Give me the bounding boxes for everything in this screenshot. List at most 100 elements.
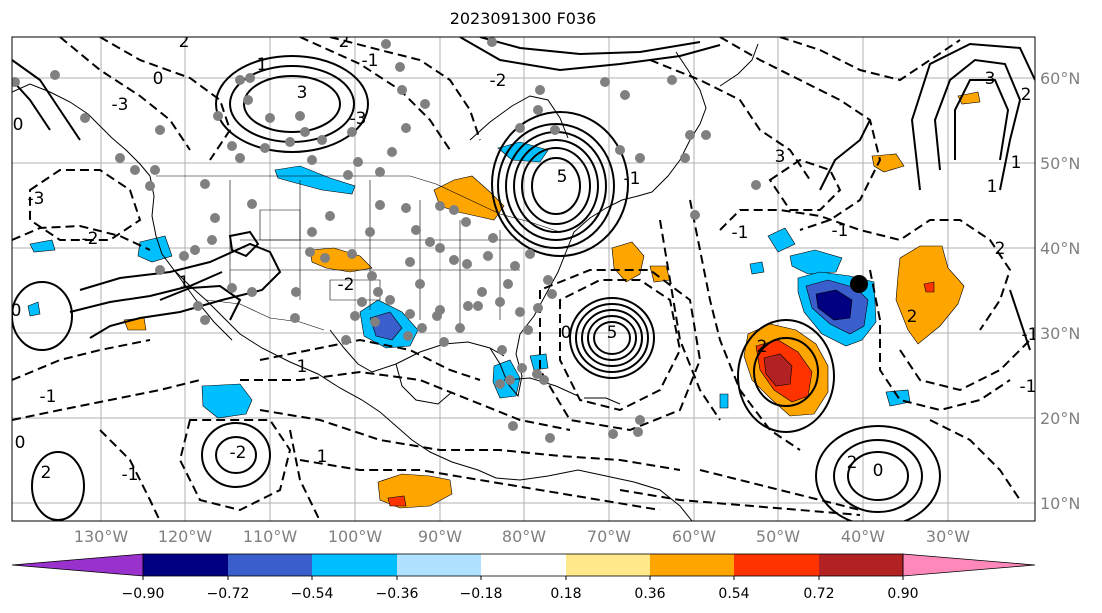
neg-area-atlantic-n	[767, 227, 796, 253]
station-dots	[12, 37, 761, 443]
pos-area-central-us	[309, 247, 373, 273]
contour-pacific-sw	[31, 451, 85, 521]
station-dot	[633, 427, 643, 437]
station-dot	[307, 155, 317, 165]
contour-neg-pacific-5	[99, 429, 161, 521]
contour-label: 2	[1021, 85, 1032, 105]
colorbar-tick-label: −0.72	[207, 586, 250, 602]
coastline-yucatan	[395, 363, 453, 405]
contour-pacific-w	[12, 281, 73, 351]
lon-label: 100°W	[328, 527, 383, 546]
contour-neg-atlantic-6	[899, 339, 1031, 392]
coastline-gulf	[329, 329, 505, 373]
contour-low-canada-1	[521, 147, 591, 225]
station-dot	[535, 85, 545, 95]
contour-neg-gulf-1	[259, 338, 481, 381]
station-dot	[375, 167, 385, 177]
station-dot	[462, 259, 472, 269]
colorbar-segment-6	[566, 554, 650, 576]
station-dot	[200, 315, 210, 325]
neg-area-atlantic-sm2	[719, 393, 729, 409]
contour-label: -3	[112, 95, 129, 115]
station-dot	[547, 289, 557, 299]
station-dot	[600, 77, 610, 87]
station-dot	[420, 99, 430, 109]
colorbar-segment-8	[734, 554, 819, 576]
border-states-2	[329, 279, 381, 301]
station-dot	[461, 217, 471, 227]
lon-label: 90°W	[418, 527, 462, 546]
station-dot	[525, 249, 535, 259]
coastline-south-america	[495, 469, 693, 521]
contour-neg-atlantic-2	[719, 209, 1012, 331]
lat-label: 30°N	[1040, 324, 1080, 343]
station-dot	[193, 301, 203, 311]
station-dot	[401, 203, 411, 213]
station-dot	[291, 287, 301, 297]
pos-area-atlantic-nw2	[649, 265, 671, 283]
station-dot	[497, 345, 507, 355]
contour-hurricane-3	[575, 303, 649, 373]
colorbar-tick-label: 0.36	[634, 586, 665, 602]
station-dot	[347, 249, 357, 259]
contours-positive	[12, 37, 1035, 521]
contour-neg-south-2	[619, 489, 861, 516]
contour-label: 3	[775, 147, 786, 167]
contour-label: 3	[985, 69, 996, 89]
contour-label: 5	[557, 167, 568, 187]
contour-sw-1	[79, 242, 282, 339]
lon-label: 50°W	[756, 527, 800, 546]
station-dot	[227, 141, 237, 151]
station-dot	[533, 105, 543, 115]
station-dot	[247, 287, 257, 297]
contour-atlantic-se-1	[847, 451, 909, 501]
coastline-florida	[489, 333, 523, 398]
colorbar-tick-label: −0.54	[291, 586, 334, 602]
station-dot	[455, 323, 465, 333]
contour-label: 0	[11, 301, 22, 321]
station-dot	[517, 363, 527, 373]
station-dot	[615, 145, 625, 155]
station-dot	[227, 283, 237, 293]
colorbar	[11, 553, 1036, 580]
contour-ne-ridge-1	[933, 58, 1022, 191]
lat-label: 60°N	[1040, 69, 1080, 88]
station-dot	[210, 213, 220, 223]
contour-ne-ridge-3	[910, 42, 1035, 191]
station-dot	[473, 301, 483, 311]
station-dot	[495, 297, 505, 307]
contour-label: -1	[40, 387, 57, 407]
station-dot	[325, 211, 335, 221]
pos-area-atlantic-nw	[611, 241, 645, 283]
contour-label: -1	[362, 51, 379, 71]
station-dot	[515, 307, 525, 317]
station-dot	[245, 73, 255, 83]
station-dot	[317, 135, 327, 145]
contour-neg-pacific-2	[12, 339, 151, 381]
lon-label: 120°W	[158, 527, 213, 546]
map-title: 2023091300 F036	[449, 9, 597, 28]
station-dot	[533, 303, 543, 313]
contour-small-1	[228, 230, 260, 258]
contour-label: -1	[832, 221, 849, 241]
station-dot	[545, 433, 555, 443]
contour-neg-pacific-1	[12, 379, 201, 421]
contour-label: 2	[179, 32, 190, 52]
contour-hurricane-4	[569, 297, 655, 379]
latitude-labels: 60°N 50°N 40°N 30°N 20°N 10°N	[1040, 69, 1080, 513]
station-dot	[213, 111, 223, 121]
station-dot	[635, 415, 645, 425]
lon-label: 60°W	[672, 527, 716, 546]
coastline-hudson	[469, 95, 569, 141]
contour-low-canada-2	[513, 139, 599, 233]
contour-label: 2	[847, 453, 858, 473]
station-dot	[145, 181, 155, 191]
station-dot	[130, 165, 140, 175]
contour-label: 1	[179, 273, 190, 293]
contour-low-canada-4	[497, 123, 615, 249]
station-dot	[50, 70, 60, 80]
contour-mex-1	[159, 284, 242, 321]
station-dot	[488, 233, 498, 243]
station-dot	[405, 309, 415, 319]
station-dot	[508, 421, 518, 431]
